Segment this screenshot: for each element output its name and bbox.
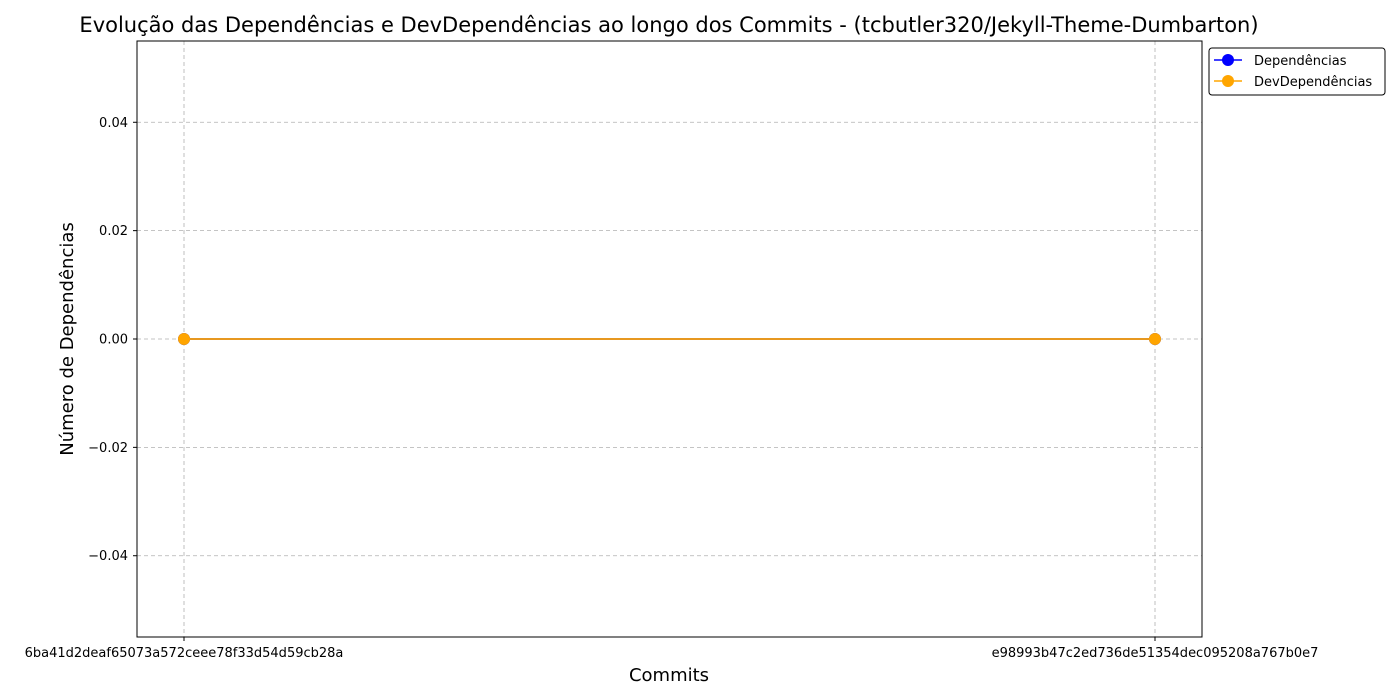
y-tick-label: 0.00	[99, 333, 128, 348]
y-tick-label: 0.04	[99, 116, 128, 131]
chart-title: Evolução das Dependências e DevDependênc…	[79, 13, 1258, 37]
legend-label-dependencias: Dependências	[1254, 54, 1347, 69]
y-axis-label: Número de Dependências	[57, 222, 78, 456]
legend-marker-devdependencias	[1222, 75, 1234, 87]
y-axis: −0.04 −0.02 0.00 0.02 0.04	[88, 116, 137, 564]
legend-label-devdependencias: DevDependências	[1254, 75, 1372, 90]
legend-marker-dependencias	[1222, 54, 1234, 66]
x-axis: 6ba41d2deaf65073a572ceee78f33d54d59cb28a…	[25, 637, 1319, 661]
x-tick-label: 6ba41d2deaf65073a572ceee78f33d54d59cb28a	[25, 646, 344, 661]
x-tick-label: e98993b47c2ed736de51354dec095208a767b0e7	[992, 646, 1319, 661]
legend-box	[1208, 47, 1386, 96]
y-tick-label: 0.02	[99, 224, 128, 239]
y-tick-label: −0.02	[88, 441, 128, 456]
series-1-point	[178, 333, 190, 345]
legend: Dependências DevDependências	[1208, 47, 1386, 96]
series-1-point	[1149, 333, 1161, 345]
x-axis-label: Commits	[629, 665, 709, 686]
series	[178, 333, 1161, 345]
y-tick-label: −0.04	[88, 549, 128, 564]
